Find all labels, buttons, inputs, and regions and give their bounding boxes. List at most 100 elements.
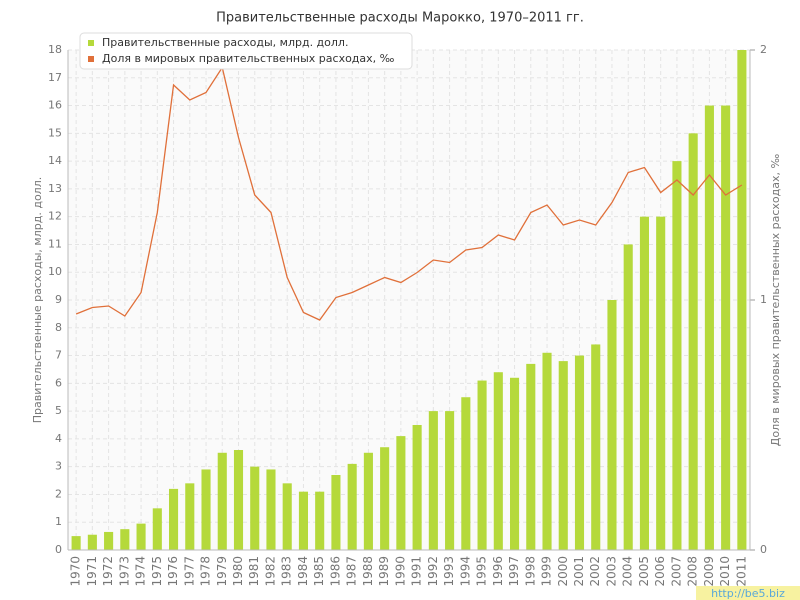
watermark-bg: [696, 586, 800, 600]
x-tick-label: 1985: [312, 556, 326, 587]
chart-title: Правительственные расходы Марокко, 1970–…: [216, 11, 584, 26]
bar: [623, 244, 633, 550]
bar: [250, 466, 260, 550]
bar: [574, 355, 585, 550]
x-tick-label: 1997: [507, 556, 521, 587]
bar: [591, 344, 601, 550]
x-tick-label: 1999: [540, 556, 554, 587]
y-tick-label: 6: [55, 376, 62, 389]
bar: [461, 397, 471, 550]
x-tick-label: 1995: [475, 556, 489, 587]
legend-swatch: [88, 56, 94, 62]
y-axis-label: Правительственные расходы, млрд. долл.: [31, 177, 44, 423]
bar: [542, 352, 552, 550]
x-tick-label: 2001: [572, 556, 586, 587]
x-tick-label: 1984: [296, 556, 310, 587]
y2-tick-label: 2: [760, 43, 767, 56]
y-tick-label: 16: [48, 99, 62, 112]
y-tick-label: 5: [55, 404, 62, 417]
bar: [477, 380, 487, 550]
y-tick-label: 0: [55, 543, 62, 556]
bar: [169, 488, 179, 550]
x-tick-label: 1970: [69, 556, 83, 587]
x-tick-label: 1983: [280, 556, 294, 587]
x-tick-label: 1975: [150, 556, 164, 587]
x-tick-label: 1971: [85, 556, 99, 587]
y-tick-label: 10: [48, 265, 62, 278]
bar: [688, 133, 698, 551]
x-tick-label: 2006: [653, 556, 667, 587]
x-tick-label: 1974: [134, 556, 148, 587]
x-tick-label: 1977: [182, 556, 196, 587]
x-tick-label: 1996: [491, 556, 505, 587]
bar: [282, 483, 292, 550]
y-tick-label: 12: [48, 210, 62, 223]
x-tick-label: 2000: [556, 556, 570, 587]
x-tick-label: 1990: [393, 556, 407, 587]
bar: [737, 50, 747, 550]
y-tick-label: 17: [48, 71, 62, 84]
legend-swatch: [88, 40, 94, 46]
bar: [266, 469, 276, 550]
bar: [217, 452, 227, 550]
x-tick-label: 2003: [604, 556, 618, 587]
bar: [428, 411, 438, 550]
bar: [315, 491, 325, 550]
x-tick-label: 1993: [442, 556, 456, 587]
x-tick-label: 1991: [410, 556, 424, 587]
bar: [104, 531, 114, 550]
x-tick-label: 1976: [166, 556, 180, 587]
legend-label: Правительственные расходы, млрд. долл.: [102, 36, 348, 49]
x-tick-label: 1987: [345, 556, 359, 587]
y2-axis-label: Доля в мировых правительственных расхода…: [769, 154, 782, 447]
x-tick-label: 1994: [458, 556, 472, 587]
y-tick-label: 1: [55, 515, 62, 528]
x-tick-label: 1979: [215, 556, 229, 587]
y-tick-label: 4: [55, 432, 62, 445]
x-tick-label: 2004: [621, 556, 635, 587]
x-tick-label: 1998: [523, 556, 537, 587]
bar: [185, 483, 195, 550]
bar: [510, 377, 520, 550]
bar: [201, 469, 211, 550]
legend-label: Доля в мировых правительственных расхода…: [102, 52, 395, 65]
bar: [331, 475, 341, 550]
bar: [704, 105, 714, 551]
y2-tick-label: 1: [760, 293, 767, 306]
x-tick-label: 1992: [426, 556, 440, 587]
x-tick-label: 1973: [117, 556, 131, 587]
x-tick-label: 2002: [588, 556, 602, 587]
x-tick-label: 1986: [328, 556, 342, 587]
bar: [87, 534, 97, 550]
x-tick-label: 1988: [361, 556, 375, 587]
y-tick-label: 15: [48, 126, 62, 139]
y-tick-label: 2: [55, 487, 62, 500]
x-tick-label: 2010: [718, 556, 732, 587]
bar: [656, 216, 666, 550]
x-tick-label: 1980: [231, 556, 245, 587]
x-tick-label: 1972: [101, 556, 115, 587]
x-tick-label: 2005: [637, 556, 651, 587]
bar: [396, 436, 406, 550]
bar: [607, 300, 617, 550]
bar: [363, 452, 373, 550]
legend-box: [79, 32, 413, 70]
x-tick-label: 2007: [669, 556, 683, 587]
x-tick-label: 1989: [377, 556, 391, 587]
x-tick-label: 2009: [702, 556, 716, 587]
bar: [526, 363, 536, 550]
y-tick-label: 9: [55, 293, 62, 306]
y-tick-label: 13: [48, 182, 62, 195]
bar: [136, 523, 146, 550]
bar: [445, 411, 455, 550]
y-tick-label: 11: [48, 237, 62, 250]
bar: [71, 536, 81, 550]
y-tick-label: 8: [55, 321, 62, 334]
y-tick-label: 14: [48, 154, 62, 167]
bar: [152, 508, 162, 550]
bar: [639, 216, 649, 550]
x-tick-label: 1981: [247, 556, 261, 587]
bar: [493, 372, 503, 550]
watermark: http://be5.biz: [711, 587, 785, 600]
